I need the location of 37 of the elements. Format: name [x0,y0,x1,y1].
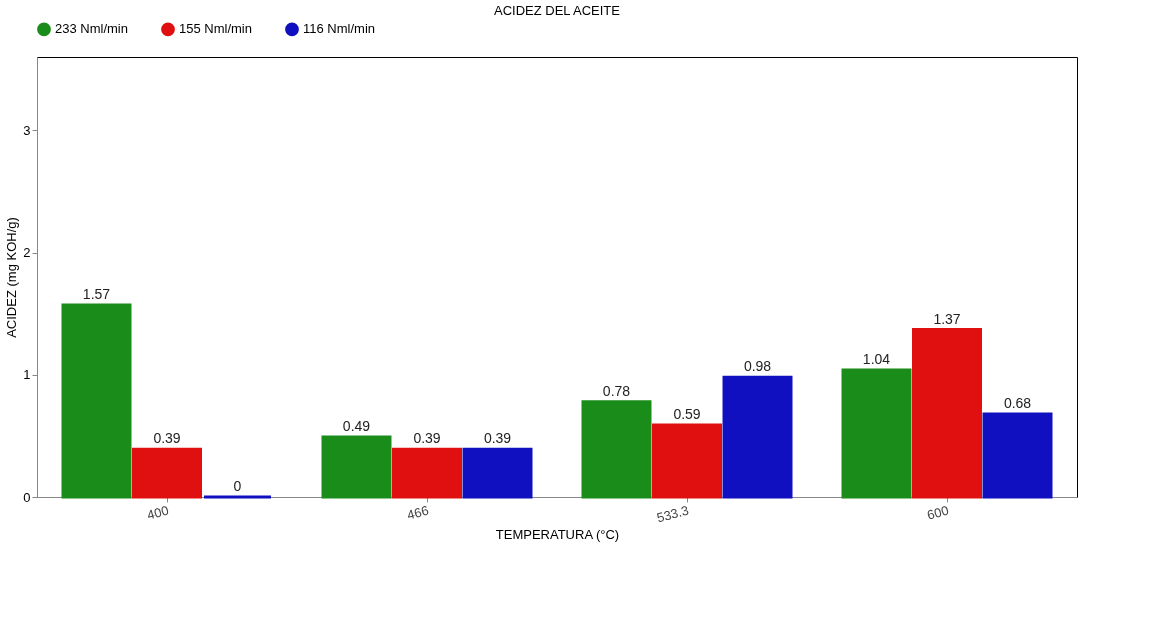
data-label: 1.37 [933,310,961,327]
y-tick-label: 2 [23,245,31,261]
data-label: 0 [233,478,242,494]
x-tick-label: 600 [925,502,951,523]
y-tick-label: 1 [23,367,31,383]
legend-label: 116 Nml/min [303,21,376,37]
data-label: 0.98 [743,358,772,375]
data-label: 0.59 [673,405,701,422]
bar [722,375,793,499]
y-tick-label: 0 [23,489,31,505]
data-label: 0.78 [602,382,631,399]
bar [462,447,533,499]
bar [652,423,722,499]
bar [321,435,392,499]
bar [912,328,982,499]
bar [581,400,652,499]
data-label: 0.39 [413,430,441,447]
data-label: 0.39 [153,430,181,447]
y-axis-title: ACIDEZ (mg KOH/g) [4,217,20,338]
x-tick-label: 533.3 [655,502,691,526]
bar [841,368,912,499]
x-axis-title: TEMPERATURA (°C) [495,527,620,543]
data-label: 0.49 [342,418,371,435]
chart-title: ACIDEZ DEL ACEITE [494,3,621,18]
legend-label: 155 Nml/min [179,21,252,37]
data-label: 0.39 [483,430,512,447]
x-tick-label: 466 [405,502,431,523]
y-tick-label: 3 [23,122,31,138]
data-label: 1.04 [862,350,891,367]
bar [132,447,202,499]
legend-label: 233 Nml/min [55,21,128,37]
data-label: 1.57 [82,286,111,303]
data-label: 0.68 [1003,394,1032,411]
bar [392,447,462,499]
x-tick-label: 400 [145,502,171,523]
bar [982,412,1053,499]
bar [61,303,132,499]
